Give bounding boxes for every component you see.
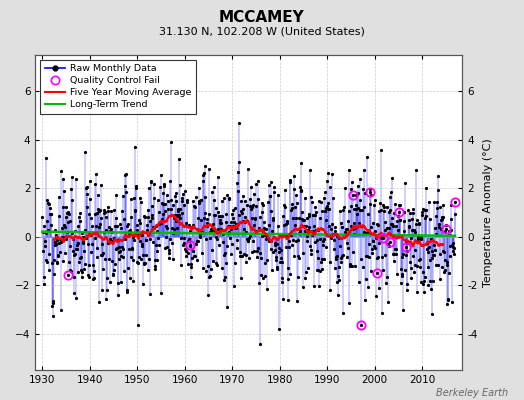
Y-axis label: Temperature Anomaly (°C): Temperature Anomaly (°C) [483, 138, 493, 287]
Text: MCCAMEY: MCCAMEY [219, 10, 305, 25]
Text: 31.130 N, 102.208 W (United States): 31.130 N, 102.208 W (United States) [159, 26, 365, 36]
Legend: Raw Monthly Data, Quality Control Fail, Five Year Moving Average, Long-Term Tren: Raw Monthly Data, Quality Control Fail, … [40, 60, 196, 114]
Text: Berkeley Earth: Berkeley Earth [436, 388, 508, 398]
